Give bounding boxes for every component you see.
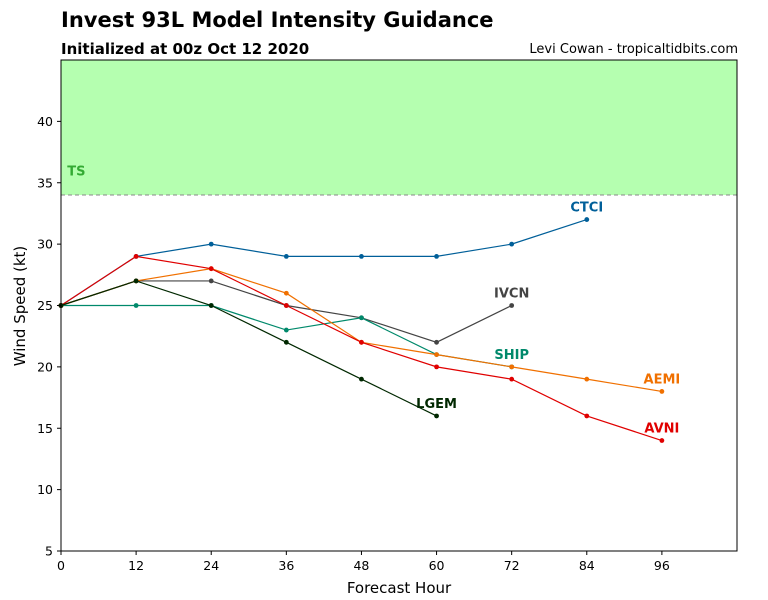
data-point-avni: [584, 413, 590, 419]
series-line-avni: [60, 255, 663, 442]
x-tick-label: 84: [579, 558, 595, 573]
y-tick-label: 35: [37, 175, 53, 190]
series-line-ivcn: [60, 280, 512, 343]
y-axis-label: Wind Speed (kt): [11, 246, 29, 367]
data-point-avni: [434, 364, 439, 370]
data-point-avni: [509, 376, 515, 382]
data-point-aemi: [584, 376, 590, 382]
y-tick-label: 15: [37, 421, 53, 436]
x-tick-label: 12: [128, 558, 144, 573]
x-tick-label: 0: [57, 558, 65, 573]
data-point-lgem: [133, 278, 139, 284]
data-point-lgem: [359, 376, 364, 382]
x-axis-label: Forecast Hour: [347, 579, 452, 597]
series-layer: [58, 217, 665, 443]
chart-credit: Levi Cowan - tropicaltidbits.com: [529, 42, 738, 57]
series-label-ctci: CTCI: [570, 201, 603, 216]
y-tick-label: 5: [45, 544, 53, 559]
data-point-ivcn: [208, 278, 214, 284]
chart-subtitle: Initialized at 00z Oct 12 2020: [61, 40, 310, 58]
series-label-lgem: LGEM: [416, 397, 457, 412]
data-point-ctci: [359, 254, 364, 259]
series-labels-layer: CTCI IVCN SHIP AEMI AVNI LGEM: [416, 201, 680, 437]
data-point-ctci: [434, 254, 439, 259]
data-point-lgem: [208, 303, 214, 308]
data-point-ship: [133, 303, 139, 308]
data-point-ivcn: [509, 303, 515, 308]
axes-layer: 0 12 24 36 48 60 72 84 96 5 10 15 20 25 30 35 40: [37, 114, 670, 573]
series-line-ctci: [60, 219, 587, 307]
data-point-aemi: [434, 352, 439, 357]
data-point-lgem: [283, 339, 289, 345]
y-tick-label: 30: [37, 237, 53, 252]
chart-title: Invest 93L Model Intensity Guidance: [61, 8, 494, 32]
data-point-avni: [208, 266, 214, 272]
y-tick-label: 25: [37, 298, 53, 313]
x-tick-label: 72: [504, 558, 520, 573]
series-label-ivcn: IVCN: [494, 287, 529, 302]
x-tick-label: 36: [278, 558, 294, 573]
series-line-lgem: [60, 280, 437, 417]
data-point-lgem: [434, 413, 439, 419]
x-tick-label: 24: [203, 558, 219, 573]
x-tick-label: 96: [654, 558, 670, 573]
data-point-ctci: [509, 241, 515, 247]
series-label-ship: SHIP: [494, 348, 529, 363]
bands-layer: TS: [61, 60, 737, 196]
y-tick-label: 40: [37, 114, 53, 129]
band-label: TS: [67, 164, 85, 179]
x-tick-label: 60: [429, 558, 445, 573]
data-point-ctci: [584, 217, 590, 222]
data-point-avni: [359, 339, 364, 345]
data-point-aemi: [509, 364, 515, 370]
data-point-avni: [283, 303, 289, 308]
data-point-ivcn: [434, 339, 439, 345]
band-ts: [61, 60, 737, 196]
data-point-aemi: [283, 290, 289, 296]
series-label-aemi: AEMI: [644, 372, 681, 387]
data-point-ship: [359, 315, 364, 321]
series-label-avni: AVNI: [644, 422, 679, 437]
y-tick-label: 20: [37, 359, 53, 374]
y-tick-label: 10: [37, 482, 53, 497]
data-point-aemi: [659, 389, 665, 394]
data-point-avni: [133, 254, 139, 259]
x-tick-label: 48: [353, 558, 369, 573]
data-point-ship: [283, 327, 289, 333]
data-point-ctci: [283, 254, 289, 259]
series-line-ship: [61, 304, 512, 368]
series-line-aemi: [60, 268, 662, 393]
data-point-ctci: [208, 241, 214, 247]
data-point-avni: [659, 438, 665, 443]
